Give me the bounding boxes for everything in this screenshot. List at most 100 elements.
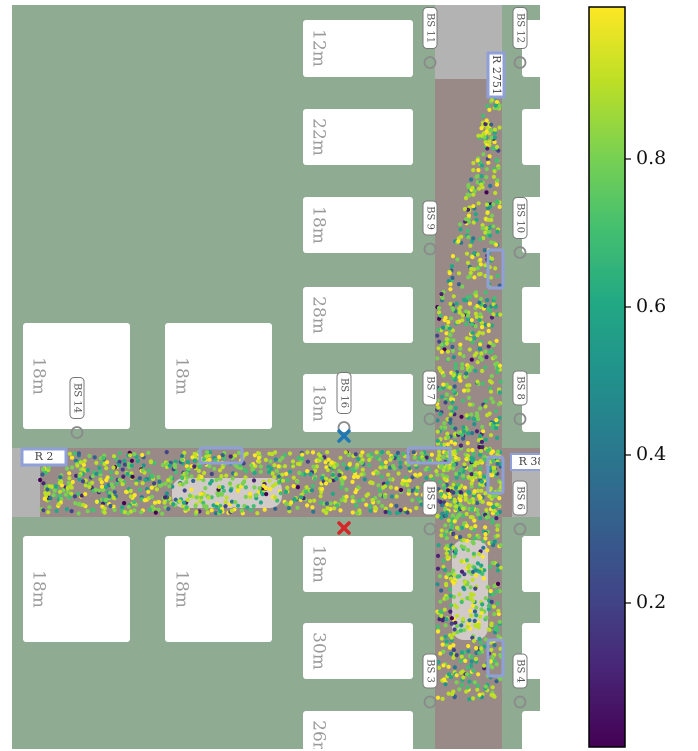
measurement-point	[488, 659, 493, 664]
measurement-point	[470, 330, 475, 335]
measurement-point	[464, 689, 469, 694]
measurement-point	[483, 322, 488, 327]
measurement-point	[78, 460, 83, 465]
measurement-point	[156, 507, 161, 512]
base-station-label: BS 14	[72, 383, 83, 413]
measurement-point	[440, 642, 445, 647]
base-station-label: BS 12	[515, 13, 526, 43]
measurement-point	[461, 429, 466, 434]
measurement-point	[462, 521, 467, 526]
measurement-point	[451, 373, 456, 378]
measurement-point	[478, 296, 484, 301]
measurement-point	[460, 366, 465, 371]
measurement-point	[398, 465, 403, 470]
measurement-point	[67, 476, 72, 481]
measurement-point	[443, 546, 448, 551]
measurement-point	[495, 449, 501, 454]
measurement-point	[497, 415, 502, 420]
measurement-point	[282, 452, 287, 458]
measurement-point	[276, 474, 282, 479]
measurement-point	[82, 458, 87, 463]
measurement-point	[295, 485, 300, 490]
measurement-point	[483, 596, 488, 601]
measurement-point	[435, 582, 440, 587]
measurement-point	[444, 551, 449, 556]
measurement-point	[80, 467, 85, 472]
measurement-point	[326, 457, 331, 462]
measurement-point	[361, 497, 366, 502]
measurement-point	[46, 465, 51, 470]
measurement-point	[456, 482, 461, 487]
measurement-point	[440, 295, 445, 301]
measurement-point	[492, 135, 497, 140]
measurement-point	[444, 642, 449, 648]
measurement-point	[489, 217, 494, 223]
measurement-point	[398, 487, 404, 493]
measurement-point	[439, 491, 444, 497]
measurement-point	[90, 480, 95, 485]
measurement-point	[462, 462, 467, 467]
measurement-point	[449, 489, 454, 494]
measurement-point	[405, 483, 410, 488]
measurement-point	[445, 488, 451, 493]
measurement-point	[452, 603, 457, 608]
measurement-point	[470, 340, 475, 345]
measurement-point	[447, 633, 453, 638]
measurement-point	[260, 492, 265, 497]
measurement-point	[451, 647, 456, 653]
measurement-point	[468, 270, 473, 276]
measurement-point	[283, 489, 289, 495]
measurement-point	[440, 618, 445, 623]
measurement-point	[444, 617, 449, 622]
measurement-point	[481, 152, 486, 157]
measurement-point	[449, 651, 454, 656]
measurement-point	[466, 219, 471, 225]
measurement-point	[142, 498, 147, 503]
measurement-point	[111, 454, 117, 459]
measurement-point	[493, 304, 498, 310]
measurement-point	[485, 104, 490, 109]
measurement-point	[466, 448, 471, 453]
measurement-point	[478, 495, 483, 500]
measurement-point	[477, 569, 482, 574]
measurement-point	[451, 482, 456, 487]
measurement-point	[284, 471, 289, 476]
measurement-point	[461, 675, 466, 680]
measurement-point	[435, 553, 441, 559]
measurement-point	[495, 527, 500, 532]
measurement-point	[448, 301, 453, 306]
measurement-point	[104, 478, 109, 483]
measurement-point	[339, 485, 344, 490]
measurement-point	[441, 649, 446, 654]
base-station-label: BS 5	[425, 486, 436, 510]
measurement-point	[452, 627, 457, 632]
measurement-point	[128, 453, 133, 458]
measurement-point	[475, 561, 480, 566]
measurement-point	[481, 429, 486, 434]
measurement-point	[334, 476, 339, 481]
measurement-point	[443, 567, 448, 573]
measurement-point	[479, 133, 484, 138]
measurement-point	[469, 322, 475, 327]
measurement-point	[453, 620, 458, 625]
measurement-point	[481, 576, 486, 581]
measurement-point	[451, 594, 457, 600]
colorbar-tick-label: 0.2	[636, 591, 666, 613]
measurement-point	[458, 227, 463, 232]
measurement-point	[228, 454, 233, 459]
measurement-point	[184, 475, 190, 480]
base-station: BS 3	[422, 653, 438, 709]
measurement-point	[41, 508, 46, 513]
measurement-point	[418, 472, 423, 477]
measurement-point	[87, 484, 92, 490]
measurement-point	[477, 650, 482, 656]
measurement-point	[475, 507, 480, 513]
measurement-point	[480, 424, 485, 429]
measurement-point	[215, 491, 220, 496]
measurement-point	[482, 568, 487, 573]
measurement-point	[436, 449, 442, 454]
measurement-point	[473, 368, 478, 373]
measurement-point	[343, 450, 348, 455]
measurement-point	[401, 451, 406, 456]
measurement-point	[114, 456, 119, 461]
